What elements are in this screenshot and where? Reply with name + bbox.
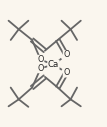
Text: O: O: [63, 50, 70, 59]
Text: O: O: [37, 64, 44, 73]
Text: O: O: [37, 55, 44, 64]
Text: O: O: [63, 68, 70, 77]
Text: Ca: Ca: [48, 60, 59, 69]
